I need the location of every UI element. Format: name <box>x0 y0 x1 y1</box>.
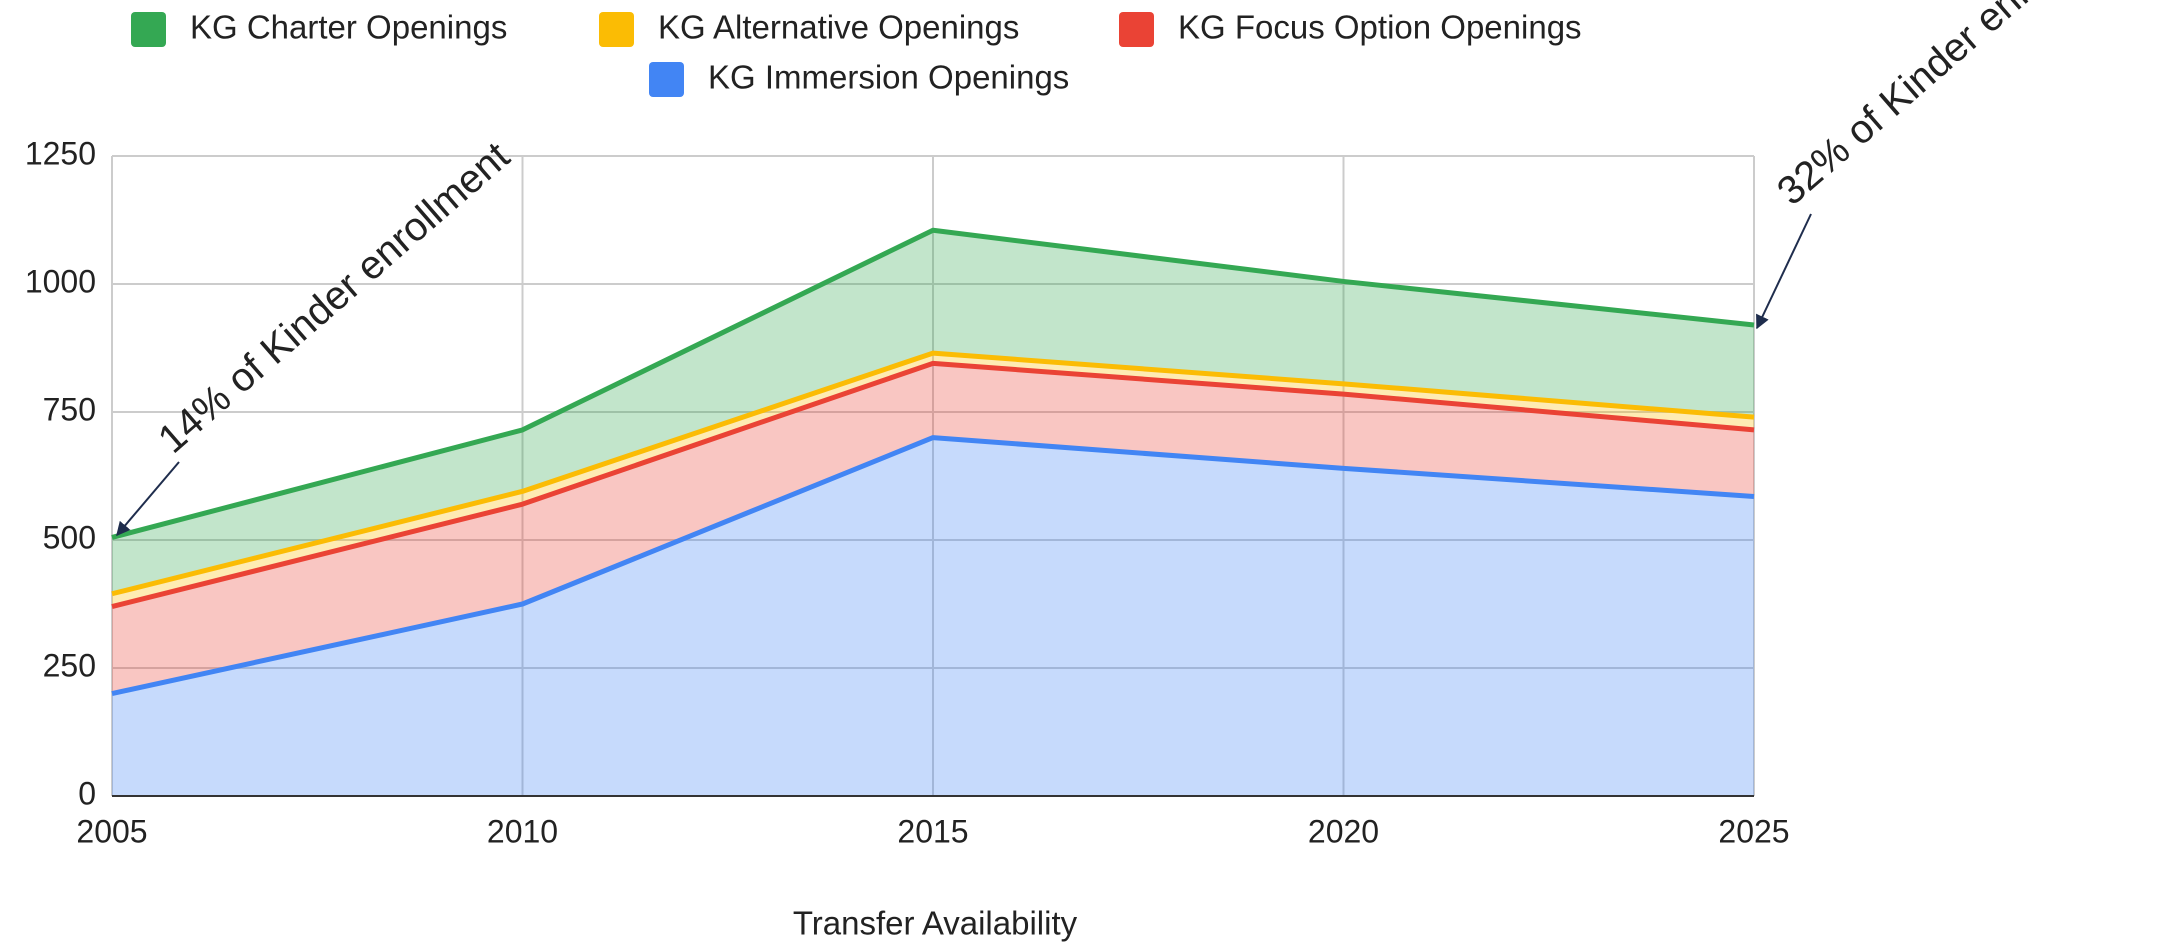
y-tick-label: 1250 <box>25 135 96 171</box>
legend-label: KG Alternative Openings <box>658 9 1019 46</box>
area-fill <box>112 363 1754 694</box>
y-tick-label: 1000 <box>25 263 96 299</box>
y-tick-label: 250 <box>43 647 96 683</box>
series-line <box>111 360 1755 609</box>
series-line <box>111 350 1755 597</box>
legend-label: KG Focus Option Openings <box>1178 9 1582 46</box>
x-tick-label: 2005 <box>76 813 147 849</box>
y-tick-label: 0 <box>78 775 96 811</box>
legend-label: KG Charter Openings <box>190 9 507 46</box>
x-tick-label: 2010 <box>487 813 558 849</box>
x-axis-title: Transfer Availability <box>793 905 1078 942</box>
legend-swatch <box>649 62 684 97</box>
x-tick-label: 2025 <box>1718 813 1789 849</box>
y-tick-label: 500 <box>43 519 96 555</box>
x-tick-label: 2015 <box>897 813 968 849</box>
x-tick-label: 2020 <box>1308 813 1379 849</box>
area-fill <box>112 437 1754 796</box>
y-tick-label: 750 <box>43 391 96 427</box>
annotation: 32% of Kinder enrollment <box>1769 0 2137 214</box>
legend-swatch <box>131 12 166 47</box>
legend-swatch <box>599 12 634 47</box>
legend-swatch <box>1119 12 1154 47</box>
series-line <box>111 435 1755 697</box>
legend-label: KG Immersion Openings <box>708 59 1069 96</box>
series-line <box>111 227 1755 540</box>
annotation-arrow <box>116 461 180 537</box>
area-fill <box>112 230 1754 594</box>
annotation-arrow <box>1756 213 1812 330</box>
